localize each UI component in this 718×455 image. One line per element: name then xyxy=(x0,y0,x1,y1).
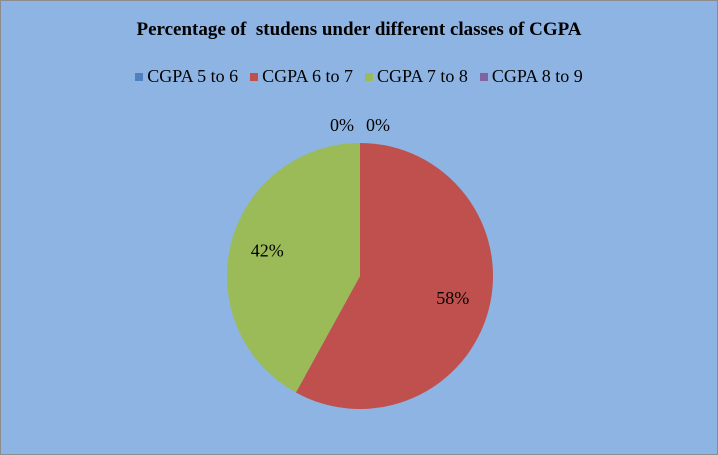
legend-item-cgpa-7-to-8: CGPA 7 to 8 xyxy=(365,66,468,87)
legend-label-cgpa-8-to-9: CGPA 8 to 9 xyxy=(491,66,583,86)
pie-slice-cgpa-6-to-7 xyxy=(295,143,493,410)
data-label-cgpa-7-to-8: 42% xyxy=(251,240,284,260)
legend-swatch-cgpa-8-to-9 xyxy=(479,72,488,81)
legend-item-cgpa-5-to-6: CGPA 5 to 6 xyxy=(135,66,238,87)
data-label-cgpa-8-to-9: 0% xyxy=(366,115,390,135)
legend: CGPA 5 to 6 CGPA 6 to 7 CGPA 7 to 8 CGPA… xyxy=(1,66,717,87)
legend-swatch-cgpa-6-to-7 xyxy=(250,72,259,81)
legend-swatch-cgpa-7-to-8 xyxy=(365,72,373,81)
data-label-cgpa-6-to-7: 58% xyxy=(436,288,469,308)
legend-swatch-cgpa-5-to-6 xyxy=(135,72,144,81)
chart-title: Percentage of studens under different cl… xyxy=(136,19,582,40)
legend-item-cgpa-6-to-7: CGPA 6 to 7 xyxy=(250,66,353,87)
legend-label-cgpa-7-to-8: CGPA 7 to 8 xyxy=(377,66,468,86)
legend-label-cgpa-6-to-7: CGPA 6 to 7 xyxy=(262,66,353,86)
data-label-cgpa-5-to-6: 0% xyxy=(330,115,354,135)
legend-item-cgpa-8-to-9: CGPA 8 to 9 xyxy=(479,66,583,87)
legend-label-cgpa-5-to-6: CGPA 5 to 6 xyxy=(147,66,239,86)
pie-slice-cgpa-7-to-8 xyxy=(227,143,360,393)
